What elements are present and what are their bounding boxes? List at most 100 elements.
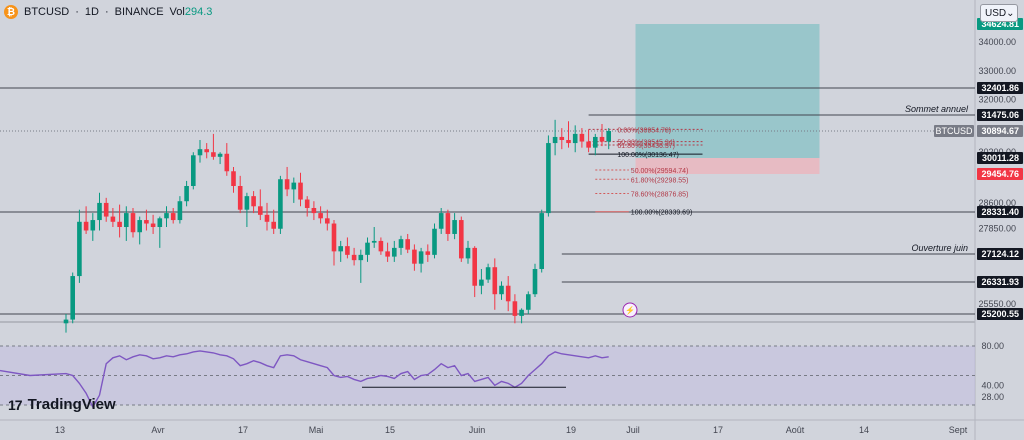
candle-body [264,214,270,222]
volume-label: Vol294.3 [169,6,213,18]
candle-body [606,131,611,142]
time-tick-label: 13 [55,425,65,435]
take-profit-zone [635,24,820,158]
candle-body [318,213,323,219]
candle-body [83,221,89,231]
header-separator: · [104,6,109,18]
price-label-box [977,206,1023,218]
time-tick-label: 19 [566,425,576,435]
candle-body [137,220,142,233]
candle-body [244,196,250,210]
stop-loss-zone [635,158,820,174]
chart-header: ₿ BTCUSD · 1D · BINANCE Vol294.3 [4,4,212,20]
rsi-tick-label: 80.00 [981,341,1004,351]
price-label: 34624.81 [981,19,1019,29]
fib-label: 61.80%(30436.37) [617,143,675,150]
candle-body [70,276,75,320]
fib-label: 50.00%(29594.74) [631,168,689,175]
candle-body [358,254,364,261]
price-label: 29454.76 [981,169,1019,179]
price-label-box [977,168,1023,180]
candle-body [586,141,591,148]
candle-body [566,140,571,144]
candle-body [532,268,538,295]
fib-label: 0.00%(30954.78) [617,127,671,134]
fib-label: 100.00%(28339.69) [631,210,693,217]
price-label: 32401.86 [981,83,1019,93]
candle-body [505,285,511,302]
candle-body [599,136,605,142]
price-label: 26331.93 [981,277,1019,287]
lightning-icon [622,302,638,318]
candle-body [90,220,96,231]
candle-body [526,294,531,310]
time-tick-label: 17 [238,425,248,435]
candle-body [110,216,116,222]
symbol-tag-box [934,125,974,137]
rsi-line [0,350,609,409]
candle-body [103,202,109,217]
tradingview-logo-mark: 17 [8,396,23,413]
currency-selector[interactable]: USD ⌄ [980,4,1018,22]
rsi-tick-label: 28.00 [981,392,1004,402]
candle-body [130,213,136,233]
candle-body [512,301,518,316]
header-separator: · [75,6,79,18]
candle-body [157,218,163,228]
candle-body [472,247,477,286]
candle-body [204,149,209,153]
level-label: Ouverture juin [911,243,968,253]
candle-body [304,199,310,208]
candle-body [365,242,370,255]
price-label: 25200.55 [981,309,1019,319]
time-tick-label: Mai [309,425,324,435]
fib-label: 50.00%(30545.34) [617,140,675,147]
price-label-box [977,125,1023,137]
candle-body [351,254,357,261]
candle-body [284,179,290,190]
rsi-tick-label: 40.00 [981,380,1004,390]
candle-body [97,202,102,221]
candle-body [398,239,404,248]
symbol-label[interactable]: BTCUSD [24,6,70,18]
candle-body [237,186,243,210]
candle-body [117,221,122,228]
candle-body [251,196,256,207]
tradingview-logo-text: TradingView [27,396,116,413]
time-tick-label: Juil [626,425,640,435]
price-label-box [977,152,1023,164]
candle-body [405,239,410,250]
interval-label[interactable]: 1D [84,6,99,18]
price-label: 28331.40 [981,207,1019,217]
time-tick-label: 14 [859,425,869,435]
candle-body [164,213,169,219]
candle-body [425,251,431,255]
time-tick-label: Juin [469,425,486,435]
price-label-box [977,248,1023,260]
fib-label: 100.00%(30136.47) [617,152,679,159]
time-tick-label: Août [786,425,805,435]
candle-body [331,223,337,252]
candle-body [124,213,129,228]
candle-body [552,136,558,144]
candle-body [438,213,444,229]
candle-body [184,186,189,202]
candle-body [311,207,317,214]
candle-body [392,247,397,257]
time-tick-label: Sept [949,425,968,435]
price-label-box [977,276,1023,288]
candle-body [217,153,223,157]
chevron-down-icon: ⌄ [1006,7,1015,19]
price-label: 31475.06 [981,110,1019,120]
price-tick-label: 27850.00 [978,224,1016,234]
candle-body [519,309,524,316]
currency-label: USD [985,7,1007,19]
candle-body [445,213,451,234]
candle-body [378,240,384,252]
candle-body [224,153,230,172]
candles [63,119,611,333]
candle-body [579,133,585,142]
price-label: 27124.12 [981,249,1019,259]
price-label: 30011.28 [982,153,1019,163]
